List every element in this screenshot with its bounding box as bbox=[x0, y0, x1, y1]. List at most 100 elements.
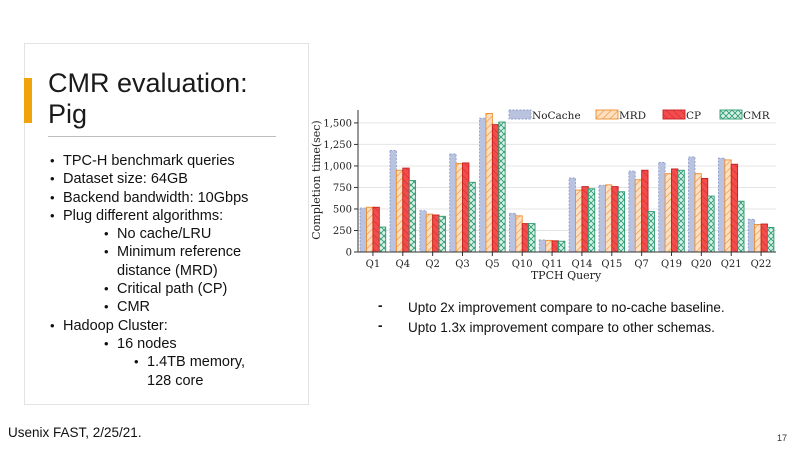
bar-mrd-q15 bbox=[604, 184, 613, 253]
y-tick-label: 0 bbox=[346, 248, 352, 259]
note-marker: - bbox=[378, 318, 383, 333]
y-tick-label: 1,000 bbox=[323, 161, 352, 172]
bar-cmr-q5 bbox=[498, 121, 506, 253]
bar-cp-q10 bbox=[521, 223, 530, 253]
legend-swatch-nocache-fill bbox=[509, 110, 531, 119]
bar-cmr-q2 bbox=[438, 215, 446, 253]
title-divider bbox=[48, 136, 276, 137]
bar-cmr-q21 bbox=[737, 200, 745, 253]
sub-bullet-item: No cache/LRU bbox=[104, 225, 248, 244]
bar-mrd-q2 bbox=[425, 213, 434, 253]
x-tick-label: Q5 bbox=[485, 259, 500, 270]
sub-sub-bullet-item: 1.4TB memory, bbox=[134, 353, 248, 372]
x-axis-label: TPCH Query bbox=[531, 269, 602, 282]
bar-nocache-q22-fill bbox=[748, 219, 755, 252]
bar-cp-q5 bbox=[491, 124, 500, 253]
y-tick-label: 250 bbox=[333, 226, 352, 237]
bar-nocache-q14-fill bbox=[569, 177, 576, 252]
completion-time-chart: 0 250 500 750 1,000 1,250 1,500 Q1 Q4 Q2 Q3 Q5 Q10 Q1… bbox=[310, 109, 776, 282]
bullet-list: TPC-H benchmark queries Dataset size: 64… bbox=[50, 152, 248, 390]
bullet-item: Hadoop Cluster: bbox=[50, 317, 248, 336]
legend-label-cp: CP bbox=[686, 110, 701, 122]
bar-cp-q20 bbox=[700, 177, 709, 253]
bar-cmr-q7 bbox=[647, 211, 655, 253]
footer-text: Usenix FAST, 2/25/21. bbox=[8, 425, 142, 440]
bar-cp-q3 bbox=[462, 162, 470, 253]
legend-swatch-cmr bbox=[719, 109, 743, 120]
slide-title: CMR evaluation: Pig bbox=[48, 68, 248, 130]
bar-mrd-q22 bbox=[754, 224, 762, 253]
title-accent-bar bbox=[24, 78, 32, 123]
sub-bullet-item: CMR bbox=[104, 298, 248, 317]
bar-cmr-q14 bbox=[587, 188, 596, 253]
bar-nocache-q11-fill bbox=[539, 239, 546, 252]
bar-mrd-q5 bbox=[485, 112, 493, 253]
legend-label-mrd: MRD bbox=[619, 110, 646, 122]
x-tick-label: Q3 bbox=[455, 259, 470, 270]
bar-cp-q19 bbox=[671, 168, 679, 253]
note-item: - Upto 2x improvement compare to no-cach… bbox=[378, 298, 725, 318]
x-tick-label: Q14 bbox=[571, 259, 592, 270]
bar-cmr-q19 bbox=[677, 169, 685, 253]
slide-title-line1: CMR evaluation: bbox=[48, 68, 248, 98]
sub-bullet-continuation: distance (MRD) bbox=[117, 262, 218, 279]
bar-nocache-q3-fill bbox=[449, 153, 457, 252]
bar-mrd-q19 bbox=[664, 173, 672, 253]
bar-cmr-q4 bbox=[408, 180, 417, 253]
bar-mrd-q14 bbox=[575, 189, 583, 253]
bar-cmr-q10 bbox=[528, 223, 536, 253]
x-tick-label: Q21 bbox=[721, 259, 742, 270]
x-tick-label: Q10 bbox=[512, 259, 533, 270]
bar-nocache-q21-fill bbox=[718, 158, 725, 252]
bar-mrd-q3 bbox=[455, 162, 463, 253]
bar-cp-q15 bbox=[611, 186, 619, 253]
bar-nocache-q2-fill bbox=[419, 210, 427, 252]
bar-mrd-q21 bbox=[724, 159, 732, 253]
x-tick-label: Q7 bbox=[634, 259, 649, 270]
legend-swatch-mrd bbox=[595, 109, 619, 120]
bar-cmr-q3 bbox=[468, 181, 476, 253]
bar-nocache-q19-fill bbox=[658, 162, 666, 252]
notes-list: - Upto 2x improvement compare to no-cach… bbox=[378, 298, 725, 338]
bar-mrd-q20 bbox=[694, 173, 702, 253]
x-tick-label: Q15 bbox=[601, 259, 622, 270]
bar-cp-q2 bbox=[432, 214, 440, 253]
bar-cp-q11 bbox=[551, 240, 559, 253]
bar-mrd-q4 bbox=[395, 169, 404, 253]
bar-cp-q4 bbox=[402, 167, 410, 253]
sub-bullet-item: Critical path (CP) bbox=[104, 280, 248, 299]
note-text: Upto 2x improvement compare to no-cache … bbox=[408, 300, 725, 315]
bar-cp-q21 bbox=[730, 163, 739, 253]
page-number: 17 bbox=[777, 433, 788, 443]
bar-nocache-q10-fill bbox=[509, 213, 516, 252]
bar-cp-q1 bbox=[372, 206, 380, 253]
bar-mrd-q1 bbox=[366, 206, 374, 253]
sub-bullet-item: Minimum reference bbox=[104, 243, 248, 262]
note-text: Upto 1.3x improvement compare to other s… bbox=[408, 320, 715, 335]
bar-cp-q22 bbox=[760, 223, 768, 253]
legend-label-cmr: CMR bbox=[743, 110, 771, 122]
bar-nocache-q20-fill bbox=[688, 156, 695, 252]
bar-nocache-q15-fill bbox=[598, 185, 606, 252]
note-marker: - bbox=[378, 298, 383, 313]
bar-cmr-q11 bbox=[558, 240, 566, 253]
sub-sub-bullet-continuation: 128 core bbox=[147, 372, 204, 389]
bar-nocache-q7-fill bbox=[628, 171, 636, 252]
sub-bullet-item: 16 nodes bbox=[104, 335, 248, 354]
y-axis-label: Completion time(sec) bbox=[310, 120, 323, 239]
bar-cmr-q22 bbox=[767, 227, 775, 253]
x-tick-label: Q2 bbox=[425, 259, 440, 270]
bullet-item: Plug different algorithms: bbox=[50, 207, 248, 226]
x-tick-label: Q11 bbox=[542, 259, 563, 270]
bar-nocache-q4-fill bbox=[389, 150, 397, 252]
bar-cmr-q1 bbox=[378, 226, 387, 253]
bar-nocache-q1-fill bbox=[360, 208, 367, 252]
y-tick-label: 1,500 bbox=[323, 118, 352, 129]
y-tick-label: 1,250 bbox=[323, 140, 352, 151]
bar-cp-q14 bbox=[581, 186, 589, 253]
bar-nocache-q5-fill bbox=[479, 118, 486, 253]
bar-cmr-q15 bbox=[617, 191, 626, 253]
x-tick-label: Q19 bbox=[661, 259, 682, 270]
x-tick-label: Q22 bbox=[751, 259, 772, 270]
note-item: - Upto 1.3x improvement compare to other… bbox=[378, 318, 725, 338]
